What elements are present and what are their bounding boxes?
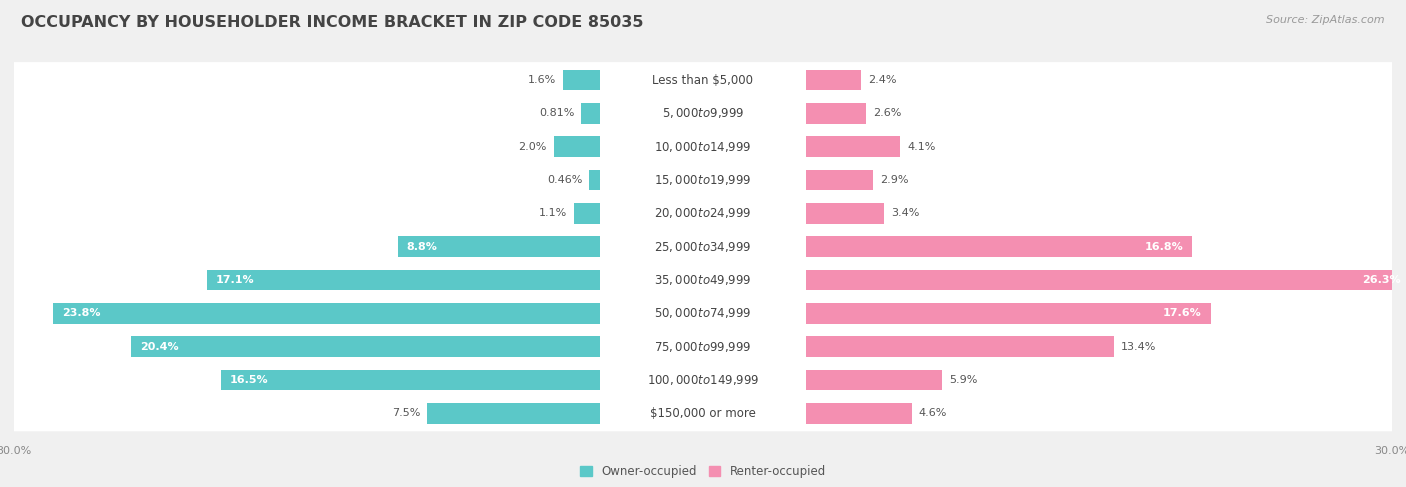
Text: $20,000 to $24,999: $20,000 to $24,999: [654, 206, 752, 221]
Text: $10,000 to $14,999: $10,000 to $14,999: [654, 140, 752, 154]
Text: Less than $5,000: Less than $5,000: [652, 74, 754, 87]
Bar: [581, 103, 599, 124]
Text: $50,000 to $74,999: $50,000 to $74,999: [654, 306, 752, 320]
Bar: [575, 203, 599, 224]
Text: 2.6%: 2.6%: [873, 109, 901, 118]
Text: 4.6%: 4.6%: [920, 408, 948, 418]
Bar: [807, 170, 873, 190]
FancyBboxPatch shape: [6, 62, 1400, 98]
Text: Source: ZipAtlas.com: Source: ZipAtlas.com: [1267, 15, 1385, 25]
Bar: [807, 70, 862, 91]
Text: 1.1%: 1.1%: [540, 208, 568, 218]
Text: OCCUPANCY BY HOUSEHOLDER INCOME BRACKET IN ZIP CODE 85035: OCCUPANCY BY HOUSEHOLDER INCOME BRACKET …: [21, 15, 644, 30]
Text: 16.8%: 16.8%: [1144, 242, 1182, 252]
Text: 13.4%: 13.4%: [1121, 342, 1156, 352]
Bar: [53, 303, 599, 324]
Text: 16.5%: 16.5%: [231, 375, 269, 385]
Text: 2.4%: 2.4%: [869, 75, 897, 85]
Text: 2.9%: 2.9%: [880, 175, 908, 185]
FancyBboxPatch shape: [6, 95, 1400, 131]
Bar: [807, 403, 912, 424]
FancyBboxPatch shape: [6, 362, 1400, 398]
FancyBboxPatch shape: [6, 195, 1400, 231]
Bar: [427, 403, 599, 424]
Text: $150,000 or more: $150,000 or more: [650, 407, 756, 420]
Text: 3.4%: 3.4%: [891, 208, 920, 218]
Text: 0.46%: 0.46%: [547, 175, 582, 185]
Text: 17.6%: 17.6%: [1163, 308, 1201, 318]
Bar: [807, 370, 942, 390]
Bar: [807, 103, 866, 124]
FancyBboxPatch shape: [6, 329, 1400, 365]
Bar: [207, 270, 599, 290]
Bar: [398, 236, 599, 257]
Bar: [221, 370, 599, 390]
Text: $25,000 to $34,999: $25,000 to $34,999: [654, 240, 752, 254]
Text: $35,000 to $49,999: $35,000 to $49,999: [654, 273, 752, 287]
Text: 20.4%: 20.4%: [141, 342, 179, 352]
Text: 5.9%: 5.9%: [949, 375, 977, 385]
Bar: [131, 337, 599, 357]
Text: 17.1%: 17.1%: [217, 275, 254, 285]
Bar: [562, 70, 599, 91]
Text: 1.6%: 1.6%: [527, 75, 555, 85]
Bar: [807, 236, 1192, 257]
Bar: [807, 270, 1406, 290]
Text: $75,000 to $99,999: $75,000 to $99,999: [654, 339, 752, 354]
Text: 23.8%: 23.8%: [62, 308, 101, 318]
Bar: [589, 170, 599, 190]
Text: 26.3%: 26.3%: [1362, 275, 1402, 285]
Text: $5,000 to $9,999: $5,000 to $9,999: [662, 107, 744, 120]
Bar: [554, 136, 599, 157]
Text: 0.81%: 0.81%: [538, 109, 574, 118]
Bar: [807, 203, 884, 224]
Bar: [807, 303, 1211, 324]
Bar: [807, 337, 1114, 357]
Text: $100,000 to $149,999: $100,000 to $149,999: [647, 373, 759, 387]
FancyBboxPatch shape: [6, 129, 1400, 165]
Bar: [807, 136, 900, 157]
Text: 7.5%: 7.5%: [392, 408, 420, 418]
FancyBboxPatch shape: [6, 262, 1400, 298]
FancyBboxPatch shape: [6, 295, 1400, 331]
Legend: Owner-occupied, Renter-occupied: Owner-occupied, Renter-occupied: [579, 465, 827, 478]
Text: 8.8%: 8.8%: [406, 242, 437, 252]
FancyBboxPatch shape: [6, 395, 1400, 431]
Text: $15,000 to $19,999: $15,000 to $19,999: [654, 173, 752, 187]
Text: 2.0%: 2.0%: [519, 142, 547, 152]
FancyBboxPatch shape: [6, 162, 1400, 198]
Text: 4.1%: 4.1%: [907, 142, 936, 152]
FancyBboxPatch shape: [6, 229, 1400, 265]
